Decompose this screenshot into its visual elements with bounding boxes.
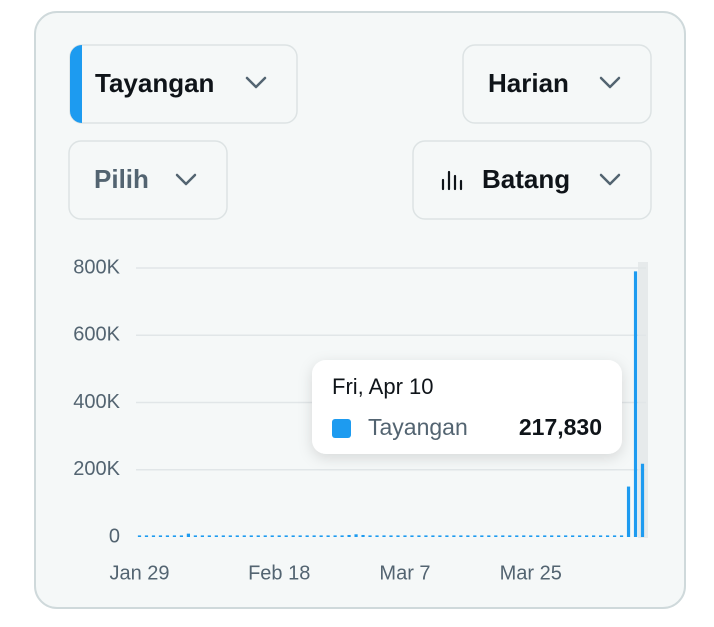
bar <box>158 535 163 537</box>
tooltip-title: Fri, Apr 10 <box>332 374 433 399</box>
bar <box>536 535 540 537</box>
bar <box>410 535 414 537</box>
bar <box>508 535 512 537</box>
bar <box>578 535 582 537</box>
bar <box>619 535 624 537</box>
bar <box>438 535 442 537</box>
chart-style-label: Batang <box>482 164 570 194</box>
bar <box>235 535 239 537</box>
tooltip-swatch <box>332 419 351 438</box>
bar <box>165 535 170 537</box>
bar <box>598 535 603 537</box>
bar <box>389 535 393 537</box>
bar <box>326 535 330 537</box>
period-dropdown[interactable]: Harian <box>462 44 652 124</box>
bar <box>494 535 498 537</box>
bar <box>214 535 218 537</box>
y-tick-label: 600K <box>73 324 120 346</box>
chart-style-dropdown[interactable]: Batang <box>412 140 652 220</box>
hover-column <box>638 262 648 538</box>
metric-dropdown[interactable]: Tayangan <box>69 44 298 124</box>
x-tick-label: Jan 29 <box>109 562 169 584</box>
bar <box>522 535 526 537</box>
bar <box>256 535 260 537</box>
bar <box>417 535 421 537</box>
tooltip-series: Tayangan <box>368 414 468 440</box>
bar <box>543 535 547 537</box>
y-tick-label: 200K <box>73 458 120 480</box>
bar <box>466 535 470 537</box>
filter-dropdown[interactable]: Pilih <box>68 140 228 220</box>
bar <box>585 535 589 537</box>
filter-label: Pilih <box>94 164 149 194</box>
bar <box>375 535 379 537</box>
bar <box>396 535 400 537</box>
bar <box>431 535 435 537</box>
bar <box>305 535 309 537</box>
bar <box>193 535 197 537</box>
bar <box>501 535 505 537</box>
y-tick-label: 400K <box>73 391 120 413</box>
x-tick-label: Mar 7 <box>379 562 430 584</box>
bar <box>571 535 575 537</box>
bar <box>284 535 288 537</box>
bar <box>270 535 274 537</box>
bar <box>515 535 519 537</box>
bar <box>564 535 568 537</box>
bar <box>186 533 190 537</box>
bar <box>228 535 232 537</box>
bar <box>403 535 407 537</box>
bar <box>179 535 184 537</box>
bar <box>640 463 645 537</box>
bar <box>487 535 491 537</box>
bar <box>298 535 302 537</box>
bar <box>249 535 253 537</box>
bar <box>333 535 337 537</box>
x-tick-label: Mar 25 <box>500 562 562 584</box>
bar <box>277 535 281 537</box>
bar <box>242 535 246 537</box>
bar <box>445 535 449 537</box>
bar <box>557 535 561 537</box>
bar <box>480 535 484 537</box>
bar <box>200 535 204 537</box>
bar <box>626 486 631 537</box>
bar <box>361 534 365 537</box>
tooltip: Fri, Apr 10 Tayangan 217,830 <box>312 360 622 454</box>
metric-label: Tayangan <box>95 68 214 98</box>
period-label: Harian <box>488 68 569 98</box>
bar <box>592 535 596 537</box>
tooltip-value: 217,830 <box>519 414 602 440</box>
bar <box>452 535 456 537</box>
bar <box>319 535 323 537</box>
bar <box>368 535 372 537</box>
bar <box>340 535 344 537</box>
bar <box>144 535 149 537</box>
bar <box>291 535 295 537</box>
bar <box>172 535 177 537</box>
bar <box>612 535 617 537</box>
bar <box>137 535 142 537</box>
bar <box>459 535 463 537</box>
bar <box>221 535 225 537</box>
y-tick-label: 800K <box>73 256 120 278</box>
bar <box>424 535 428 537</box>
bar <box>605 535 610 537</box>
bar <box>354 534 358 537</box>
bar <box>263 535 267 537</box>
x-tick-label: Feb 18 <box>248 562 310 584</box>
bar <box>347 534 351 537</box>
bar <box>550 535 554 537</box>
bar <box>151 535 156 537</box>
bar <box>312 535 316 537</box>
bar <box>529 535 533 537</box>
bar <box>382 535 386 537</box>
bar <box>207 535 211 537</box>
bar <box>633 271 638 537</box>
y-tick-label: 0 <box>109 525 120 547</box>
bar <box>473 535 477 537</box>
